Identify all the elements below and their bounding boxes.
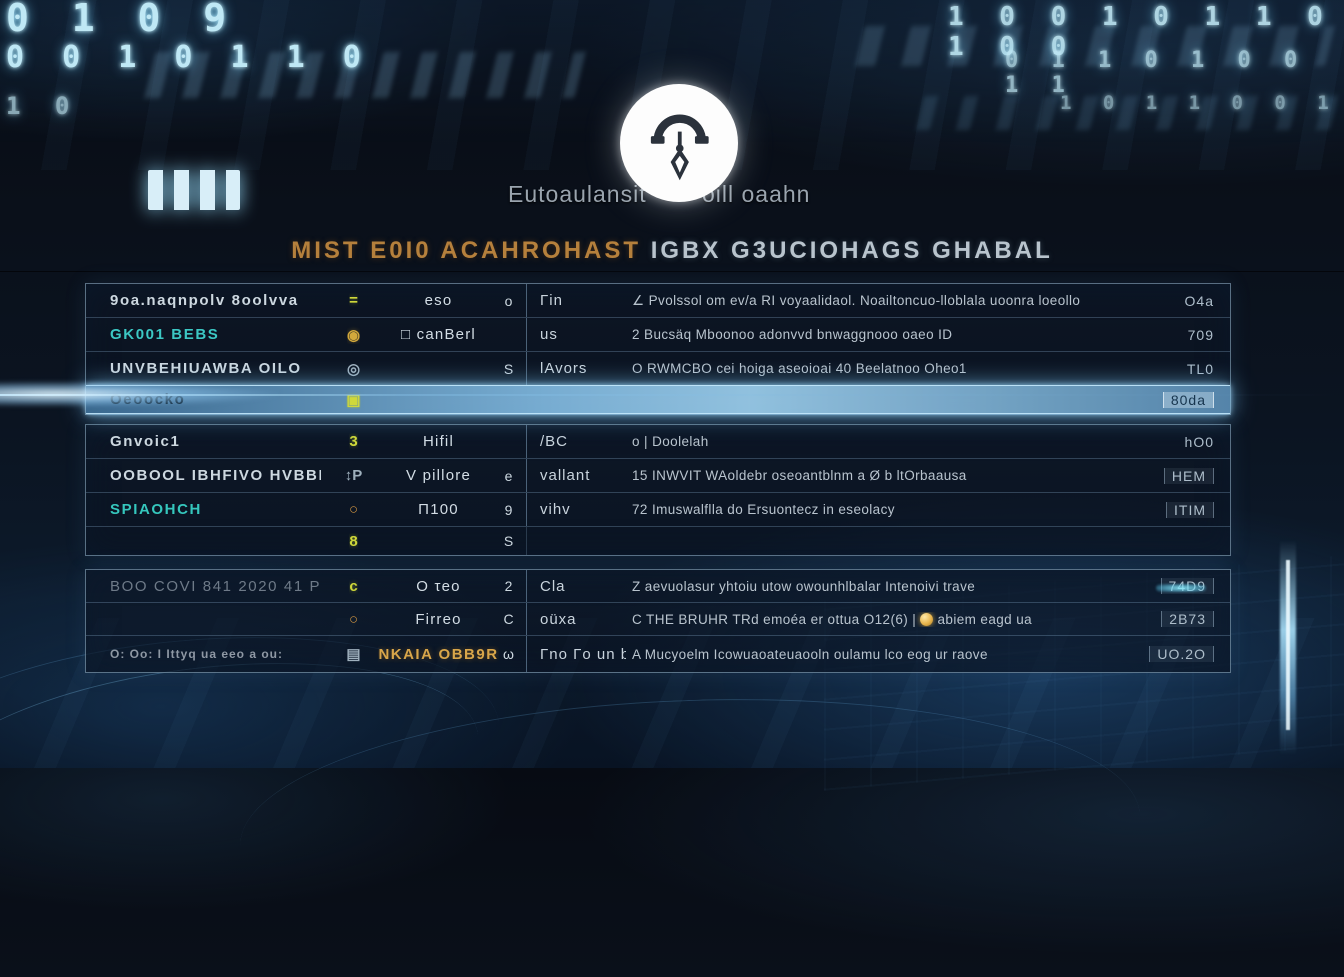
row-sublabel: Γno Γo un b1l 8 <box>526 636 626 672</box>
digit-icon: 3 <box>349 433 358 450</box>
logo-subtitle-left: Eutoaulansit <box>508 181 647 207</box>
equals-icon: = <box>349 292 358 309</box>
row-sublabel <box>526 386 626 413</box>
row-description: A Mucyoelm Icowuaoateuaooln oulamu lco e… <box>632 646 988 662</box>
row-name: UNVBEHIUAWBA OILO <box>110 360 302 377</box>
square-icon: ▣ <box>346 391 361 409</box>
row-flag: 2 <box>504 578 513 594</box>
row-description: O RWMCBO cei hoiga aseoioai 40 Beelatnoo… <box>632 361 967 376</box>
target-icon: ◎ <box>346 360 361 378</box>
table-row[interactable]: BOO COVI 841 2020 41 PM c O τeo 2 Cla Z … <box>86 570 1230 602</box>
row-description: 2 Bucsäq Mboonoo adonvvd bnwaggnooo oaeo… <box>632 327 953 342</box>
row-metric: TL0 <box>1186 360 1214 377</box>
row-metric-badge: 80da <box>1162 391 1214 408</box>
row-description: 72 Imuswalflla do Ersuontecz in eseolacy <box>632 502 895 517</box>
row-metric-badge: UO.2O <box>1149 646 1214 662</box>
binary-code-text: 1 0 <box>6 92 80 120</box>
binary-code-text: 1 0 1 1 0 0 1 <box>1060 92 1339 114</box>
table-section-2: Gnvoic1 3 Hifil /BC o | Doolelah hO0 OOB… <box>85 424 1231 556</box>
row-name: 9oa.naqnpolv 8oolvva <box>110 292 299 309</box>
letter-icon: c <box>349 577 358 595</box>
row-name: GK001 BEBS <box>110 326 220 343</box>
row-description: ∠ Pvolssol om ev/a RI voyaalidaol. Noail… <box>632 292 1081 308</box>
binary-code-text: 0 1 1 0 1 0 0 1 1 <box>1005 48 1308 98</box>
table-row[interactable]: Gnvoic1 3 Hifil /BC o | Doolelah hO0 <box>86 425 1230 458</box>
table-row[interactable]: O: Oo: I Ittyq ua eeo a ou: ▤ NKAIA OBB9… <box>86 635 1230 672</box>
row-name: Gnvoic1 <box>110 433 181 450</box>
row-name: SPIAOHCH <box>110 501 202 518</box>
table-row[interactable]: 9oa.naqnpolv 8oolvva = eso o Γin ∠ Pvols… <box>86 284 1230 317</box>
gold-dot-icon <box>920 612 934 626</box>
row-flag: o <box>504 292 513 309</box>
table-row[interactable]: SPIAOHCH ○ Π100 9 vihv 72 Imuswalflla do… <box>86 492 1230 526</box>
row-metric: 709 <box>1187 326 1214 343</box>
binary-code-text: 0 1 0 9 <box>6 0 237 40</box>
app-logo <box>620 84 738 202</box>
divider-line <box>0 271 1344 272</box>
row-sublabel: vallant <box>526 459 626 492</box>
glow-bars <box>148 170 240 210</box>
row-name: Oeoocko <box>110 391 186 408</box>
row-metric-badge: ITIM <box>1166 501 1214 518</box>
circle-icon: ○ <box>348 610 359 628</box>
row-description-a: C THE BRUHR TRd emoéa er ottua O12(6) | <box>632 611 917 627</box>
row-metric-badge: HEM <box>1163 467 1214 484</box>
row-metric: O4a <box>1184 292 1214 309</box>
table-row[interactable]: ○ Firreo C oüxa C THE BRUHR TRd emoéa er… <box>86 602 1230 635</box>
row-value: □ canBerl <box>401 326 476 343</box>
row-value: Hifil <box>423 433 454 450</box>
list-icon: ▤ <box>346 646 361 663</box>
anchor-pen-icon <box>650 114 709 181</box>
row-description: Z aevuolasur yhtoiu utow owounhlbalar In… <box>632 578 976 594</box>
row-flag: ω <box>503 646 514 662</box>
data-table: 9oa.naqnpolv 8oolvva = eso o Γin ∠ Pvols… <box>85 283 1231 673</box>
row-description: 15 INWVIT WAoldebr oseoantblnm a Ø b ltO… <box>632 468 967 483</box>
row-description-b: abiem eagd ua <box>937 611 1033 627</box>
binary-code-text: 1 0 0 1 0 1 1 0 1 0 0 <box>948 2 1333 62</box>
row-sublabel: Cla <box>526 570 626 602</box>
row-name: BOO COVI 841 2020 41 PM <box>110 577 321 595</box>
table-row[interactable]: GK001 BEBS ◉ □ canBerl us 2 Bucsäq Mboon… <box>86 317 1230 351</box>
row-sublabel: Γin <box>526 284 626 317</box>
title-accent: MIST E0I0 ACAHROHAST <box>291 237 642 264</box>
row-value: NKAIA OBB9R <box>378 645 499 663</box>
table-section-3: BOO COVI 841 2020 41 PM c O τeo 2 Cla Z … <box>85 569 1231 673</box>
row-description: C THE BRUHR TRd emoéa er ottua O12(6) | … <box>626 612 1135 627</box>
row-metric: hO0 <box>1184 433 1214 450</box>
row-name: O: Oo: I Ittyq ua eeo a ou: <box>110 647 284 661</box>
coin-icon: ◉ <box>346 326 361 344</box>
row-value: V pillore <box>406 467 471 484</box>
row-sublabel: lAvors <box>526 352 626 385</box>
table-row[interactable]: OOBOOL IBHFIVO HVBBLGS ↕P V pillore e va… <box>86 458 1230 492</box>
row-value: O τeo <box>416 577 461 595</box>
row-flag: S <box>503 533 514 549</box>
row-sublabel <box>526 527 626 555</box>
row-name: OOBOOL IBHFIVO HVBBLGS <box>110 467 321 484</box>
row-sublabel: /BC <box>526 425 626 458</box>
cyan-glow-dash <box>1156 584 1206 592</box>
row-sublabel: vihv <box>526 493 626 526</box>
table-row-selected[interactable]: Oeoocko ▣ 80da <box>86 385 1230 414</box>
circle-icon: ○ <box>348 501 359 518</box>
binary-code-text: 0 0 1 0 1 1 0 <box>6 40 371 75</box>
sort-arrows-icon: ↕P <box>344 467 363 484</box>
row-value: Firreo <box>415 610 462 628</box>
table-row[interactable]: 8 S <box>86 526 1230 555</box>
row-flag: 9 <box>504 501 513 518</box>
title-rest: IGBX G3UCIOHAGS GHABAL <box>641 237 1053 264</box>
table-row[interactable]: UNVBEHIUAWBA OILO ◎ S lAvors O RWMCBO ce… <box>86 351 1230 385</box>
row-value: eso <box>424 292 453 309</box>
row-value: Π100 <box>418 501 459 518</box>
row-sublabel: us <box>526 318 626 351</box>
row-metric-badge: 2B73 <box>1161 611 1214 627</box>
digit-icon: 8 <box>349 532 358 550</box>
row-flag: S <box>503 360 514 377</box>
row-description: o | Doolelah <box>632 434 709 449</box>
light-pillar-core <box>1286 560 1290 730</box>
row-flag: e <box>504 467 513 484</box>
table-section-1: 9oa.naqnpolv 8oolvva = eso o Γin ∠ Pvols… <box>85 283 1231 415</box>
row-flag: C <box>503 611 514 627</box>
row-sublabel: oüxa <box>526 603 626 635</box>
page-title: MIST E0I0 ACAHROHAST IGBX G3UCIOHAGS GHA… <box>0 237 1344 265</box>
